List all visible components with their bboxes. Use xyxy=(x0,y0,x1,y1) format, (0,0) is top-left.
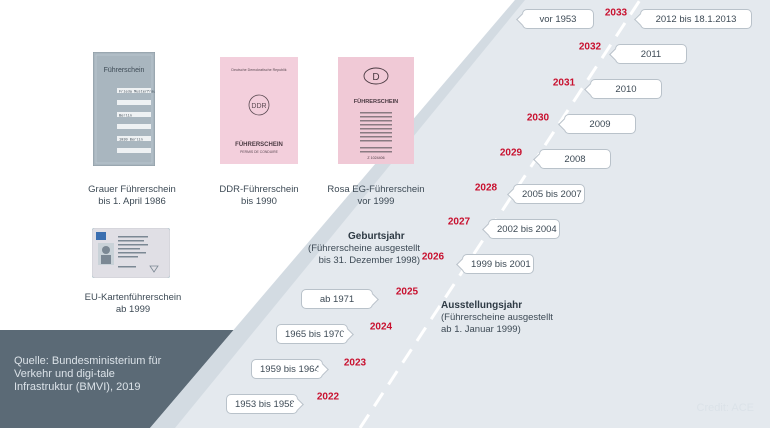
ausstellungsjahr-note: (Führerscheine ausgestellt ab 1. Januar … xyxy=(441,312,571,336)
pink-eg-license-validity: vor 1999 xyxy=(357,196,395,207)
ddr-license-validity: bis 1990 xyxy=(241,196,277,207)
pink-eg-license-caption: Rosa EG-Führerschein vor 1999 xyxy=(320,184,432,208)
source-note: Quelle: Bundesministerium für Verkehr un… xyxy=(14,355,162,393)
pink-eg-license-image: D FÜHRERSCHEIN Z 1024406 xyxy=(338,57,414,164)
timeline-year: 2031 xyxy=(552,77,576,89)
road-center-line xyxy=(358,0,642,428)
svg-text:DDR: DDR xyxy=(251,103,266,110)
grey-license-name: Grauer Führerschein xyxy=(88,184,176,195)
birth-year-bubble: 1953 bis 1958 xyxy=(226,394,298,414)
svg-text:Deutsche Demokratische Republi: Deutsche Demokratische Republik xyxy=(231,68,286,72)
grey-license-image: Führerschein Frieda Musterfrau Berlin 10… xyxy=(92,51,156,167)
timeline-year: 2029 xyxy=(499,147,523,159)
issue-year-bubble: 1999 bis 2001 xyxy=(462,254,534,274)
eu-card-license-validity: ab 1999 xyxy=(115,304,151,315)
eu-card-license-caption: EU-Kartenführerschein ab 1999 xyxy=(78,292,188,316)
timeline-year: 2032 xyxy=(578,41,602,53)
svg-text:D: D xyxy=(372,72,379,83)
road-shoulder xyxy=(150,0,525,428)
ddr-license-name: DDR-Führerschein xyxy=(219,184,299,195)
timeline-year: 2023 xyxy=(343,357,367,369)
timeline-year: 2033 xyxy=(604,7,628,19)
timeline-year: 2027 xyxy=(447,216,471,228)
timeline-year: 2025 xyxy=(395,286,419,298)
ddr-license-image: Deutsche Demokratische Republik DDR FÜHR… xyxy=(220,57,298,164)
svg-text:Frieda Musterfrau: Frieda Musterfrau xyxy=(119,90,155,95)
timeline-year: 2022 xyxy=(316,391,340,403)
grey-license-caption: Grauer Führerschein bis 1. April 1986 xyxy=(80,184,184,208)
geburtsjahr-note-line2: bis 31. Dezember 1998) xyxy=(318,255,420,266)
svg-text:PERMIS DE CONDUIRE: PERMIS DE CONDUIRE xyxy=(240,150,278,154)
grey-card-title: Führerschein xyxy=(104,67,145,74)
issue-year-bubble: 2010 xyxy=(590,79,662,99)
ausstellungsjahr-note-line1: (Führerscheine ausgestellt xyxy=(441,312,553,323)
birth-year-bubble: 1959 bis 1964 xyxy=(251,359,323,379)
issue-year-bubble: 2011 xyxy=(615,44,687,64)
svg-text:Z 1024406: Z 1024406 xyxy=(367,156,384,160)
image-credit: Credit: ACE xyxy=(696,402,754,414)
timeline-year: 2030 xyxy=(526,112,550,124)
geburtsjahr-note: (Führerscheine ausgestellt bis 31. Dezem… xyxy=(300,243,420,267)
issue-year-bubble: 2002 bis 2004 xyxy=(488,219,560,239)
birth-year-bubble: 1965 bis 1970 xyxy=(276,324,348,344)
svg-text:FÜHRERSCHEIN: FÜHRERSCHEIN xyxy=(354,98,398,105)
issue-year-bubble: 2005 bis 2007 xyxy=(513,184,585,204)
issue-year-bubble: 2008 xyxy=(539,149,611,169)
geburtsjahr-heading: Geburtsjahr xyxy=(348,231,405,242)
timeline-year: 2026 xyxy=(421,251,445,263)
ausstellungsjahr-heading: Ausstellungsjahr xyxy=(441,300,523,311)
birth-year-bubble: ab 1971 xyxy=(301,289,373,309)
svg-text:1030 Berlin: 1030 Berlin xyxy=(119,138,143,143)
geburtsjahr-note-line1: (Führerscheine ausgestellt xyxy=(308,243,420,254)
ddr-license-caption: DDR-Führerschein bis 1990 xyxy=(206,184,312,208)
pink-eg-license-name: Rosa EG-Führerschein xyxy=(327,184,425,195)
ausstellungsjahr-note-line2: ab 1. Januar 1999) xyxy=(441,324,521,335)
eu-card-license-image xyxy=(91,227,171,279)
issue-year-bubble: 2009 xyxy=(564,114,636,134)
issue-year-bubble: 2012 bis 18.1.2013 xyxy=(640,9,752,29)
eu-card-license-name: EU-Kartenführerschein xyxy=(84,292,182,303)
road-surface xyxy=(150,0,770,428)
svg-text:Berlin: Berlin xyxy=(119,114,132,119)
timeline-year: 2024 xyxy=(369,321,393,333)
timeline-year: 2028 xyxy=(474,182,498,194)
grey-license-validity: bis 1. April 1986 xyxy=(98,196,166,207)
birth-year-bubble: vor 1953 xyxy=(522,9,594,29)
svg-text:FÜHRERSCHEIN: FÜHRERSCHEIN xyxy=(235,141,283,148)
